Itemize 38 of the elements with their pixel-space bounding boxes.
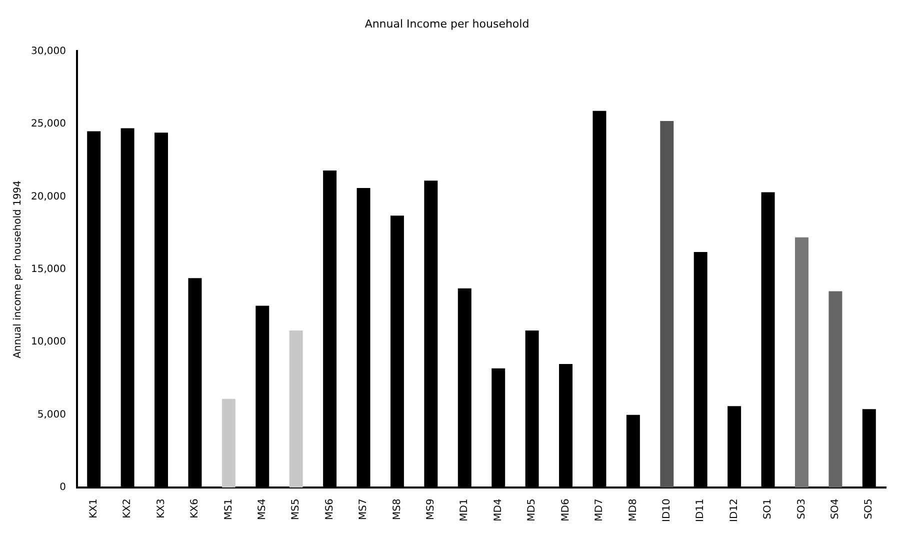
x-tick-label: SO1 — [762, 498, 774, 520]
x-tick-label: SO3 — [796, 498, 808, 520]
x-tick-label: KX2 — [122, 498, 134, 518]
x-tick-label: MS7 — [358, 498, 370, 520]
x-tick-label: MS4 — [256, 498, 268, 520]
bar — [794, 237, 808, 488]
x-tick-label: ID10 — [661, 498, 672, 522]
x-tick-label: KX3 — [156, 498, 167, 518]
x-tick-label: MD6 — [560, 498, 572, 522]
y-tick-label: 25,000 — [30, 118, 66, 130]
x-tick-label: MD7 — [594, 498, 606, 522]
chart-title: Annual Income per household — [364, 17, 530, 30]
x-tick-label: MS9 — [426, 498, 437, 520]
x-tick-label: KX1 — [88, 498, 100, 518]
x-tick-label: MS8 — [392, 498, 403, 520]
y-tick-label: 0 — [60, 482, 66, 494]
bar — [660, 121, 674, 488]
y-tick-label: 15,000 — [30, 264, 66, 276]
bar — [289, 330, 303, 488]
x-tick-label: MS5 — [290, 498, 302, 520]
x-tick-label: ID11 — [695, 498, 706, 522]
x-tick-label: MD8 — [628, 498, 639, 522]
x-tick-label: SO4 — [830, 498, 842, 520]
y-tick-label: 30,000 — [30, 46, 66, 57]
x-tick-label: MD4 — [492, 498, 504, 522]
bar — [828, 291, 842, 488]
x-tick-label: KX6 — [190, 498, 201, 518]
x-tick-label: MS6 — [324, 498, 336, 520]
y-tick-label: 10,000 — [30, 336, 66, 348]
x-tick-label: SO5 — [864, 498, 875, 520]
x-tick-label: ID12 — [728, 498, 740, 522]
x-tick-label: MS1 — [223, 498, 234, 520]
bar — [222, 398, 236, 488]
y-axis-title: Annual income per household 1994 — [12, 180, 24, 358]
y-tick-label: 20,000 — [30, 191, 66, 202]
x-tick-label: MD1 — [459, 498, 470, 522]
x-tick-label: MD5 — [526, 498, 538, 522]
y-tick-label: 5,000 — [37, 409, 66, 420]
